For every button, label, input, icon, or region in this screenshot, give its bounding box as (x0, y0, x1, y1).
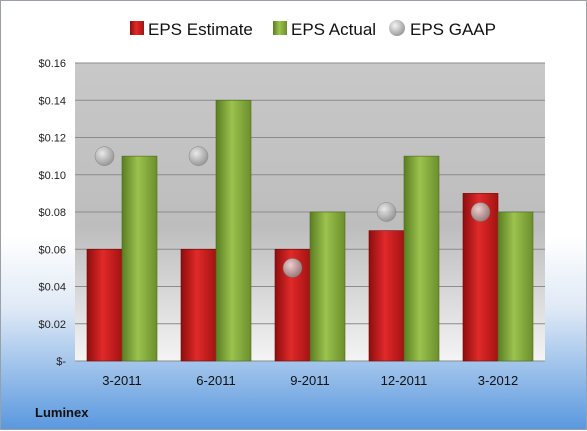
y-tick-label: $0.06 (38, 244, 66, 256)
y-tick-label: $0.02 (38, 319, 66, 331)
y-tick-label: $0.12 (38, 133, 66, 145)
x-axis-labels: 3-2011 6-2011 9-2011 12-2011 3-2012 (102, 373, 518, 388)
gaap-markers (94, 146, 491, 278)
y-axis-ticks: $- $0.02 $0.04 $0.06 $0.08 $0.10 $0.12 $0.14 $0.… (38, 58, 66, 368)
bar-eps-estimate (86, 248, 123, 362)
legend-swatch-actual (273, 21, 287, 35)
y-tick-label: $0.04 (38, 282, 66, 294)
y-tick-label: $0.14 (38, 95, 66, 107)
bar-eps-estimate (180, 248, 217, 362)
marker-eps-gaap (94, 146, 115, 166)
y-tick-label: $0.16 (38, 58, 66, 70)
company-name: Luminex (35, 405, 89, 420)
bar-eps-actual (497, 211, 534, 362)
bar-eps-actual (309, 211, 346, 362)
marker-eps-gaap (470, 202, 491, 222)
bars (86, 99, 534, 362)
y-tick-label: $- (56, 356, 66, 368)
legend-label-actual: EPS Actual (291, 20, 376, 39)
x-tick-label: 9-2011 (290, 373, 330, 388)
y-tick-label: $0.10 (38, 170, 66, 182)
bar-eps-actual (215, 99, 252, 362)
bar-eps-estimate (368, 230, 405, 362)
marker-eps-gaap (376, 202, 397, 222)
bar-eps-actual (403, 155, 440, 362)
y-tick-label: $0.08 (38, 207, 66, 219)
marker-eps-gaap (188, 146, 209, 166)
legend-label-gaap: EPS GAAP (410, 20, 496, 39)
legend-label-estimate: EPS Estimate (148, 20, 253, 39)
legend-swatch-estimate (130, 21, 144, 35)
marker-eps-gaap (282, 258, 303, 278)
bar-eps-actual (121, 155, 158, 362)
x-tick-label: 3-2012 (478, 373, 518, 388)
legend-item-actual: EPS Actual (273, 20, 376, 39)
legend-swatch-gaap (389, 20, 405, 36)
x-tick-label: 12-2011 (381, 373, 428, 388)
x-tick-label: 6-2011 (196, 373, 236, 388)
legend-item-estimate: EPS Estimate (130, 20, 253, 39)
legend-item-gaap: EPS GAAP (389, 20, 496, 39)
x-tick-label: 3-2011 (102, 373, 142, 388)
legend: EPS Estimate EPS Actual EPS GAAP (130, 20, 496, 39)
